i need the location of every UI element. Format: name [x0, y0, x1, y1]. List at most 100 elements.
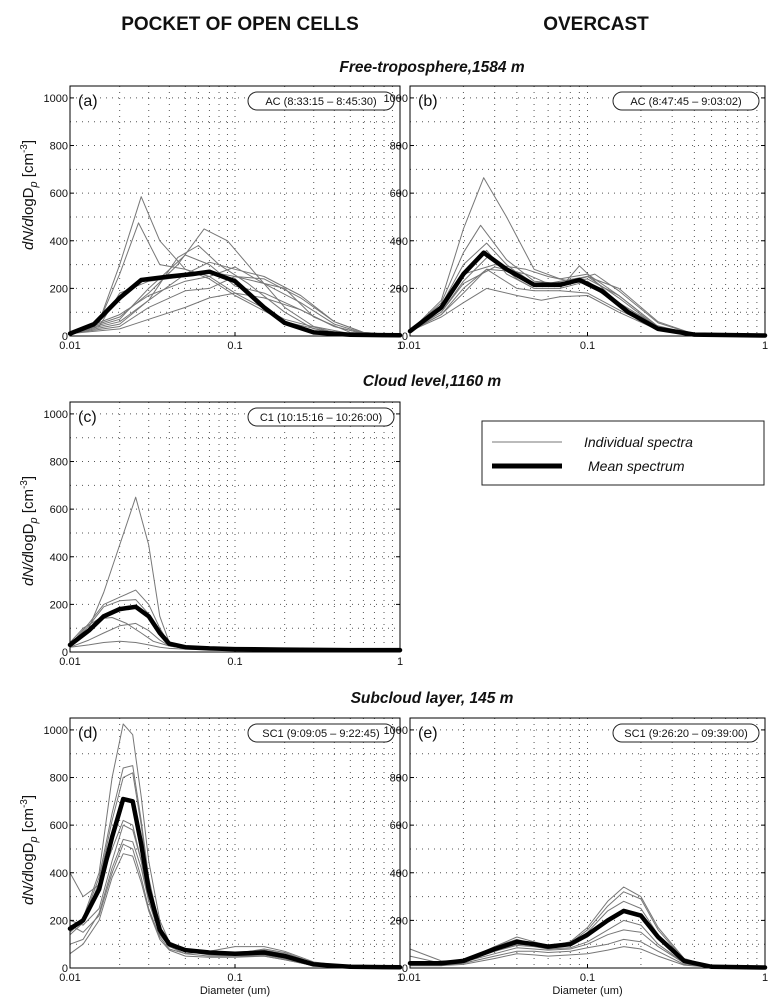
- panel-label: (a): [78, 93, 98, 110]
- x-axis-label: Diameter (um): [200, 985, 270, 997]
- individual-spectrum-line: [69, 266, 401, 336]
- individual-spectrum-line: [69, 276, 401, 336]
- panel-d: 0 200 400 600 800 1000 0.01 0.1 1 (d) SC1 (9:09:05…: [44, 717, 403, 997]
- panel-label: (b): [418, 93, 438, 110]
- plot-frame: [409, 85, 766, 337]
- y-tick-label: 200: [50, 283, 68, 295]
- panel-label: (d): [78, 725, 98, 742]
- individual-spectrum-line: [69, 838, 401, 968]
- individual-spectrum-line: [410, 938, 766, 968]
- y-tick-label: 1000: [384, 725, 408, 737]
- mean-spectrum-line: [407, 908, 768, 970]
- individual-spectrum-line: [409, 224, 766, 336]
- grid: [410, 86, 765, 336]
- svg-text:dN/dlogDp [cm-3]: dN/dlogDp [cm-3]: [19, 476, 40, 586]
- time-label: C1 (10:15:16 – 10:26:00): [260, 412, 382, 424]
- ylabel-row2: dN/dlogDp [cm-3]: [19, 476, 40, 586]
- x-axis-label: Diameter (um): [552, 985, 622, 997]
- y-tick-label: 800: [390, 141, 408, 153]
- section-heading-free-troposphere: Free-troposphere,1584 m: [339, 59, 524, 76]
- x-tick-label: 0.1: [580, 972, 595, 984]
- x-tick-label: 0.01: [59, 972, 80, 984]
- y-tick-label: 600: [50, 820, 68, 832]
- time-label-box: [612, 91, 760, 111]
- time-label: AC (8:33:15 – 8:45:30): [265, 96, 376, 108]
- y-tick-label: 600: [50, 504, 68, 516]
- individual-spectrum-line: [69, 228, 401, 336]
- y-tick-label: 1000: [384, 93, 408, 105]
- individual-spectrum-line: [69, 853, 401, 968]
- y-tick-label: 1000: [44, 409, 68, 421]
- time-label: SC1 (9:26:20 – 09:39:00): [624, 728, 748, 740]
- y-tick-label: 400: [50, 868, 68, 880]
- y-tick-label: 400: [50, 236, 68, 248]
- individual-spectrum-line: [69, 496, 401, 652]
- individual-spectrum-line: [69, 617, 401, 652]
- x-tick-label: 0.01: [399, 340, 420, 352]
- grid: [70, 402, 400, 652]
- mean-spectrum-line: [67, 604, 403, 653]
- mean-spectrum-line: [67, 269, 403, 338]
- section-heading-subcloud-layer: Subcloud layer, 145 m: [351, 690, 514, 707]
- time-label: SC1 (9:09:05 – 9:22:45): [262, 728, 379, 740]
- individual-spectrum-line: [410, 946, 766, 968]
- y-tick-label: 200: [50, 599, 68, 611]
- plot-frame: [69, 401, 401, 653]
- y-tick-label: 200: [50, 915, 68, 927]
- individual-spectrum-line: [409, 266, 766, 336]
- y-tick-label: 0: [62, 647, 68, 659]
- panel-b: 0 200 400 600 800 1000 0.01 0.1 1 (b) AC (8:47:45 …: [384, 85, 768, 352]
- y-tick-label: 400: [390, 236, 408, 248]
- individual-spectrum-line: [409, 891, 766, 968]
- panel-label: (e): [418, 725, 438, 742]
- legend-mean-label: Mean spectrum: [588, 458, 685, 474]
- panel-a: 0 200 400 600 800 1000 0.01 0.1 1 (a) AC (8:33:15 …: [44, 85, 403, 352]
- legend: Individual spectra Mean spectrum: [481, 420, 765, 486]
- section-heading-cloud-level: Cloud level,1160 m: [363, 373, 502, 390]
- x-tick-label: 0.1: [580, 340, 595, 352]
- x-tick-label: 1: [762, 972, 768, 984]
- panel-label: (c): [78, 409, 97, 426]
- y-tick-label: 1000: [44, 725, 68, 737]
- individual-spectrum-line: [69, 824, 401, 968]
- legend-individual-label: Individual spectra: [584, 434, 693, 450]
- y-tick-label: 400: [390, 868, 408, 880]
- individual-spectrum-line: [69, 292, 401, 336]
- panel-c: 0 200 400 600 800 1000 0.01 0.1 1 (c) C1 (10:15:16…: [44, 401, 403, 668]
- x-tick-label: 1: [397, 340, 403, 352]
- svg-text:dN/dlogDp [cm-3]: dN/dlogDp [cm-3]: [19, 795, 40, 905]
- y-tick-label: 800: [50, 773, 68, 785]
- x-tick-label: 0.1: [227, 656, 242, 668]
- time-label-box: [612, 723, 760, 743]
- column-heading-left: POCKET OF OPEN CELLS: [121, 14, 359, 35]
- mean-spectrum-line: [407, 250, 768, 338]
- y-tick-label: 0: [402, 331, 408, 343]
- x-tick-label: 0.1: [227, 972, 242, 984]
- x-tick-label: 0.1: [227, 340, 242, 352]
- svg-text:dN/dlogDp [cm-3]: dN/dlogDp [cm-3]: [19, 140, 40, 250]
- individual-spectrum-line: [69, 222, 401, 336]
- ylabel-row3: dN/dlogDp [cm-3]: [19, 795, 40, 905]
- x-tick-label: 0.01: [59, 656, 80, 668]
- y-tick-label: 800: [50, 141, 68, 153]
- individual-spectrum-line: [410, 929, 766, 968]
- individual-spectrum-line: [69, 819, 401, 968]
- time-label-box: [247, 91, 395, 111]
- x-tick-label: 1: [397, 656, 403, 668]
- x-tick-label: 1: [762, 340, 768, 352]
- individual-spectrum-line: [409, 287, 766, 336]
- time-label-box: [247, 723, 395, 743]
- individual-spectrum-line: [69, 765, 401, 968]
- individual-spectrum-line: [409, 886, 766, 968]
- y-tick-label: 200: [390, 915, 408, 927]
- y-tick-label: 0: [62, 331, 68, 343]
- y-tick-label: 600: [50, 188, 68, 200]
- y-tick-label: 600: [390, 188, 408, 200]
- x-tick-label: 0.01: [59, 340, 80, 352]
- individual-spectrum-line: [69, 772, 401, 968]
- x-tick-label: 0.01: [399, 972, 420, 984]
- y-tick-label: 600: [390, 820, 408, 832]
- mean-spectrum-line: [67, 796, 403, 970]
- y-tick-label: 800: [50, 457, 68, 469]
